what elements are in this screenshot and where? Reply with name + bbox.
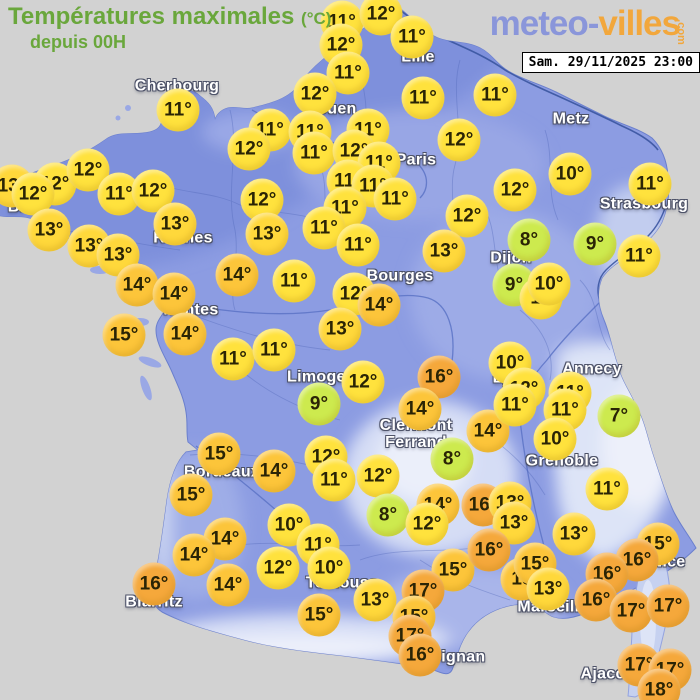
city-label-bourges: Bourges bbox=[366, 267, 434, 285]
temp-bubble: 15° bbox=[169, 473, 213, 517]
temp-bubble: 16° bbox=[132, 562, 176, 606]
temp-bubble: 8° bbox=[366, 493, 410, 537]
temp-bubble: 8° bbox=[430, 437, 474, 481]
temp-bubble: 11° bbox=[336, 223, 380, 267]
city-label-cherbourg: Cherbourg bbox=[134, 77, 220, 95]
temp-bubble: 16° bbox=[467, 528, 511, 572]
temp-bubble: 15° bbox=[102, 313, 146, 357]
temp-bubble: 11° bbox=[628, 162, 672, 206]
temp-bubble: 16° bbox=[398, 633, 442, 677]
temp-bubble: 11° bbox=[617, 234, 661, 278]
temp-bubble: 15° bbox=[197, 432, 241, 476]
temp-bubble: 11° bbox=[292, 131, 336, 175]
temp-bubble: 11° bbox=[272, 259, 316, 303]
logo-meteo: meteo- bbox=[489, 4, 600, 43]
title-unit: (°C) bbox=[301, 9, 332, 28]
temp-bubble: 11° bbox=[211, 337, 255, 381]
temp-bubble: 10° bbox=[548, 152, 592, 196]
temp-bubble: 12° bbox=[293, 72, 337, 116]
temp-bubble: 13° bbox=[27, 208, 71, 252]
temp-bubble: 12° bbox=[341, 360, 385, 404]
temp-bubble: 13° bbox=[422, 229, 466, 273]
temp-bubble: 14° bbox=[357, 283, 401, 327]
temp-bubble: 11° bbox=[585, 467, 629, 511]
temp-bubble: 11° bbox=[473, 73, 517, 117]
timestamp-badge: Sam. 29/11/2025 23:00 bbox=[521, 52, 700, 73]
temp-bubble: 13° bbox=[526, 567, 570, 611]
temp-bubble: 14° bbox=[215, 253, 259, 297]
temp-bubble: 14° bbox=[252, 449, 296, 493]
temp-bubble: 11° bbox=[252, 328, 296, 372]
temp-bubble: 14° bbox=[398, 387, 442, 431]
temp-bubble: 13° bbox=[318, 307, 362, 351]
temp-bubble: 13° bbox=[153, 202, 197, 246]
temp-bubble: 12° bbox=[437, 118, 481, 162]
temp-bubble: 12° bbox=[11, 172, 55, 216]
temp-bubble: 11° bbox=[401, 76, 445, 120]
temp-bubble: 17° bbox=[646, 584, 690, 628]
temp-bubble: 11° bbox=[326, 51, 370, 95]
temp-bubble: 11° bbox=[390, 15, 434, 59]
page-title: Températures maximales (°C) bbox=[8, 4, 331, 32]
meteo-villes-logo[interactable]: meteo-villes .com bbox=[489, 4, 687, 45]
temp-bubble: 10° bbox=[527, 262, 571, 306]
temp-bubble: 14° bbox=[466, 409, 510, 453]
temp-bubble: 15° bbox=[297, 593, 341, 637]
temp-bubble: 13° bbox=[353, 578, 397, 622]
logo-com: .com bbox=[675, 19, 688, 45]
temp-bubble: 12° bbox=[304, 435, 348, 479]
logo-villes: villes bbox=[598, 4, 681, 43]
temp-bubble: 11° bbox=[373, 177, 417, 221]
temp-bubble: 9° bbox=[573, 222, 617, 266]
temp-bubble: 18° bbox=[637, 668, 681, 700]
temp-bubble: 13° bbox=[492, 501, 536, 545]
temp-bubble: 14° bbox=[152, 272, 196, 316]
temp-bubble: 12° bbox=[356, 454, 400, 498]
temp-bubble: 13° bbox=[552, 512, 596, 556]
temp-bubble: 13° bbox=[245, 212, 289, 256]
temp-bubble: 8° bbox=[507, 218, 551, 262]
temp-bubble: 12° bbox=[227, 127, 271, 171]
temp-bubble: 14° bbox=[163, 312, 207, 356]
temp-bubble: 14° bbox=[206, 563, 250, 607]
temp-bubble: 10° bbox=[307, 546, 351, 590]
city-label-metz: Metz bbox=[552, 110, 590, 128]
temp-bubble: 7° bbox=[597, 394, 641, 438]
temp-bubble: 14° bbox=[172, 533, 216, 577]
temp-bubble: 11° bbox=[156, 88, 200, 132]
city-label-limoges: Limoges bbox=[287, 368, 355, 386]
temp-bubble: 12° bbox=[256, 546, 300, 590]
temp-bubble: 11° bbox=[493, 383, 537, 427]
title-text: Températures maximales bbox=[8, 3, 295, 30]
temp-bubble: 10° bbox=[533, 417, 577, 461]
title-subtitle: depuis 00H bbox=[30, 32, 127, 52]
map-header: Températures maximales (°C) depuis 00H bbox=[8, 4, 331, 53]
temp-bubble: 12° bbox=[405, 502, 449, 546]
temp-bubble: 14° bbox=[115, 263, 159, 307]
temp-bubble: 12° bbox=[493, 168, 537, 212]
temp-bubble: 17° bbox=[609, 589, 653, 633]
city-label-paris: Paris bbox=[395, 151, 437, 169]
temp-bubble: 16° bbox=[417, 355, 461, 399]
temp-bubble: 11° bbox=[312, 458, 356, 502]
temp-bubble: 9° bbox=[297, 382, 341, 426]
